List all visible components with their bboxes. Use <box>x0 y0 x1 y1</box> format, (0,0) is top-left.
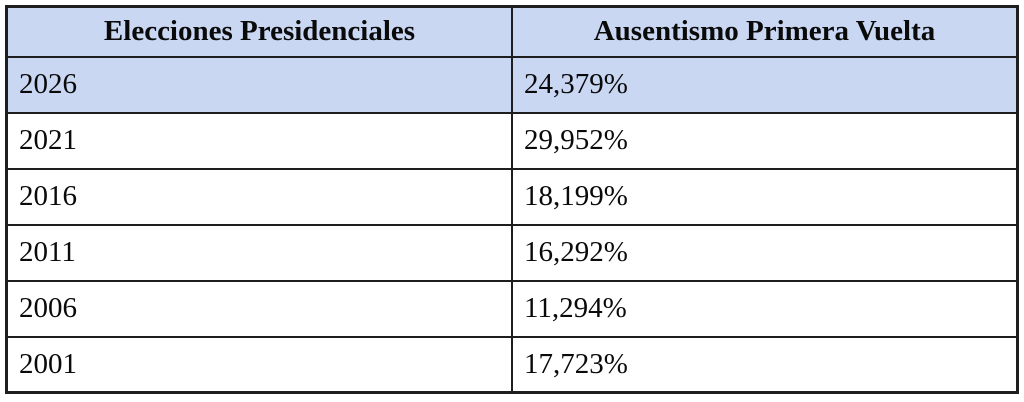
column-header-elecciones: Elecciones Presidenciales <box>5 5 513 58</box>
table-body: 2026 24,379% 2021 29,952% 2016 18,199% 2011 16,… <box>5 55 1019 394</box>
value-cell: 29,952% <box>511 111 1019 170</box>
table-row: 2001 17,723% <box>5 335 1019 394</box>
value-cell: 11,294% <box>511 279 1019 338</box>
column-header-ausentismo: Ausentismo Primera Vuelta <box>511 5 1019 58</box>
value-cell: 24,379% <box>511 55 1019 114</box>
year-cell: 2026 <box>5 55 513 114</box>
year-cell: 2016 <box>5 167 513 226</box>
table-row: 2026 24,379% <box>5 55 1019 114</box>
table-header: Elecciones Presidenciales Ausentismo Pri… <box>5 5 1019 58</box>
year-cell: 2011 <box>5 223 513 282</box>
ausentismo-table: Elecciones Presidenciales Ausentismo Pri… <box>5 5 1019 394</box>
value-cell: 18,199% <box>511 167 1019 226</box>
value-cell: 17,723% <box>511 335 1019 394</box>
table-row: 2011 16,292% <box>5 223 1019 282</box>
year-cell: 2001 <box>5 335 513 394</box>
table-container: Elecciones Presidenciales Ausentismo Pri… <box>5 5 1019 394</box>
header-row: Elecciones Presidenciales Ausentismo Pri… <box>5 5 1019 58</box>
value-cell: 16,292% <box>511 223 1019 282</box>
table-row: 2021 29,952% <box>5 111 1019 170</box>
table-row: 2016 18,199% <box>5 167 1019 226</box>
year-cell: 2006 <box>5 279 513 338</box>
year-cell: 2021 <box>5 111 513 170</box>
table-row: 2006 11,294% <box>5 279 1019 338</box>
